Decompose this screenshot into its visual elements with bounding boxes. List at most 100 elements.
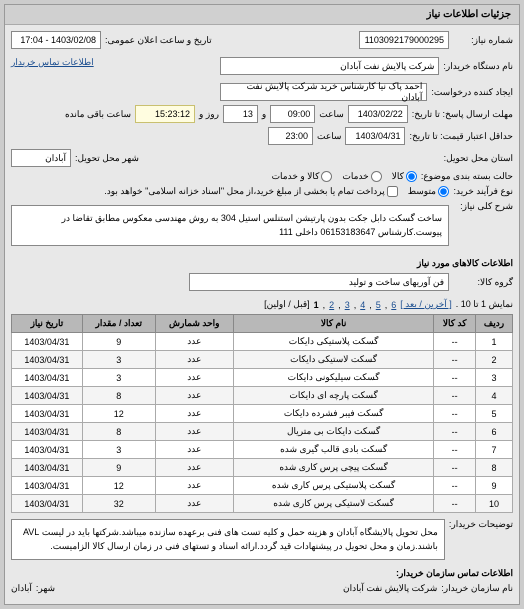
main-panel: جزئیات اطلاعات نیاز شماره نیاز: 11030921… [4, 4, 520, 605]
table-cell: عدد [155, 351, 233, 369]
table-cell: -- [434, 459, 476, 477]
city-value: آبادان [11, 583, 32, 594]
table-cell: 9 [82, 459, 155, 477]
table-cell: 8 [476, 459, 513, 477]
contact-link[interactable]: اطلاعات تماس خریدار [11, 57, 94, 68]
deadline-label: مهلت ارسال پاسخ: تا تاریخ: [412, 109, 513, 120]
desc-label: شرح کلی نیاز: [453, 201, 513, 212]
table-cell: -- [434, 477, 476, 495]
requester-field: احمد پاک نیا کارشناس خرید شرکت پالایش نف… [220, 83, 428, 101]
table-cell: 1403/04/31 [12, 333, 83, 351]
city-label: شهر: [36, 583, 55, 594]
th-unit: واحد شمارش [155, 315, 233, 333]
table-cell: 3 [82, 351, 155, 369]
footer-note: محل تحویل پالایشگاه آبادان و هزینه حمل و… [11, 519, 445, 560]
pager-p5[interactable]: 5 [376, 300, 381, 310]
validity-time: 23:00 [268, 127, 313, 145]
table-row[interactable]: 7--گسکت بادی قالب گیری شدهعدد31403/04/31 [12, 441, 513, 459]
table-cell: -- [434, 423, 476, 441]
requester-label: ایجاد کننده درخواست: [431, 87, 513, 98]
table-cell: 1403/04/31 [12, 423, 83, 441]
table-cell: عدد [155, 459, 233, 477]
table-header-row: ردیف کد کالا نام کالا واحد شمارش تعداد /… [12, 315, 513, 333]
table-cell: -- [434, 333, 476, 351]
table-cell: 12 [82, 477, 155, 495]
table-cell: -- [434, 387, 476, 405]
table-cell: 12 [82, 405, 155, 423]
days-label: روز و [199, 109, 219, 120]
table-cell: -- [434, 495, 476, 513]
th-name: نام کالا [233, 315, 433, 333]
pkg-kala-radio[interactable] [406, 171, 417, 182]
table-cell: عدد [155, 369, 233, 387]
table-cell: گسکت پلاستیکی دایکات [233, 333, 433, 351]
pub-date-label: تاریخ و ساعت اعلان عمومی: [105, 35, 212, 46]
table-cell: 1403/04/31 [12, 369, 83, 387]
table-cell: 1403/04/31 [12, 351, 83, 369]
time-label-1: ساعت [319, 109, 344, 120]
pkg-khadamat-option[interactable]: خدمات [342, 171, 381, 182]
table-row[interactable]: 4--گسکت پارچه ای دایکاتعدد81403/04/31 [12, 387, 513, 405]
panel-title: جزئیات اطلاعات نیاز [5, 5, 519, 25]
desc-box: ساخت گسکت دابل جکت بدون پارتیشن استنلس ا… [11, 205, 449, 246]
pager-last[interactable]: [ آخرین / بعد ] [400, 299, 451, 310]
table-cell: 1403/04/31 [12, 441, 83, 459]
table-cell: 3 [82, 369, 155, 387]
table-row[interactable]: 10--گسکت لاستیکی پرس کاری شدهعدد321403/0… [12, 495, 513, 513]
table-cell: 5 [476, 405, 513, 423]
table-cell: عدد [155, 441, 233, 459]
table-cell: 1403/04/31 [12, 387, 83, 405]
goods-section-title: اطلاعات کالاهای مورد نیاز [11, 254, 513, 273]
process-mid-radio[interactable] [438, 186, 449, 197]
table-cell: عدد [155, 423, 233, 441]
table-cell: 9 [476, 477, 513, 495]
table-row[interactable]: 5--گسکت فیبر فشرده دایکاتعدد121403/04/31 [12, 405, 513, 423]
days-field: 13 [223, 105, 258, 123]
pager-p6[interactable]: 6 [391, 300, 396, 310]
group-label: گروه کالا: [453, 277, 513, 288]
pub-date-field: 1403/02/08 - 17:04 [11, 31, 101, 49]
table-cell: گسکت سیلیکونی دایکات [233, 369, 433, 387]
table-cell: 4 [476, 387, 513, 405]
table-cell: 8 [82, 387, 155, 405]
th-qty: تعداد / مقدار [82, 315, 155, 333]
table-cell: 7 [476, 441, 513, 459]
table-cell: 6 [476, 423, 513, 441]
process-mid-option[interactable]: متوسط [408, 186, 449, 197]
table-cell: -- [434, 369, 476, 387]
table-row[interactable]: 3--گسکت سیلیکونی دایکاتعدد31403/04/31 [12, 369, 513, 387]
table-cell: عدد [155, 333, 233, 351]
timer-suffix: ساعت باقی مانده [65, 109, 131, 120]
niaz-no-label: شماره نیاز: [453, 35, 513, 46]
delivery-city: آبادان [11, 149, 71, 167]
process-group: متوسط پرداخت تمام یا بخشی از مبلغ خرید،ا… [104, 186, 449, 197]
pager: نمایش 1 تا 10 . [ آخرین / بعد ] 6, 5, 4,… [11, 295, 513, 314]
pkg-both-radio[interactable] [321, 171, 332, 182]
pkg-both-option[interactable]: کالا و خدمات [272, 171, 333, 182]
validity-date: 1403/04/31 [345, 127, 405, 145]
pager-p2[interactable]: 2 [329, 300, 334, 310]
table-row[interactable]: 9--گسکت پلاستیکی پرس کاری شدهعدد121403/0… [12, 477, 513, 495]
table-cell: 32 [82, 495, 155, 513]
table-cell: گسکت فیبر فشرده دایکات [233, 405, 433, 423]
table-cell: گسکت پیچی پرس کاری شده [233, 459, 433, 477]
pager-p3[interactable]: 3 [345, 300, 350, 310]
process-label: نوع فرآیند خرید: [453, 186, 513, 197]
table-cell: 3 [82, 441, 155, 459]
table-cell: گسکت پارچه ای دایکات [233, 387, 433, 405]
table-row[interactable]: 1--گسکت پلاستیکی دایکاتعدد91403/04/31 [12, 333, 513, 351]
delivery-place-label: استان محل تحویل: [444, 153, 513, 164]
org-name-label: نام سازمان خریدار: [441, 583, 513, 594]
group-field: فن آوریهای ساخت و تولید [189, 273, 449, 291]
table-cell: گسکت پلاستیکی پرس کاری شده [233, 477, 433, 495]
pkg-khadamat-radio[interactable] [371, 171, 382, 182]
pager-p4[interactable]: 4 [360, 300, 365, 310]
contact-section: اطلاعات تماس سازمان خریدار: [11, 564, 513, 583]
table-row[interactable]: 8--گسکت پیچی پرس کاری شدهعدد91403/04/31 [12, 459, 513, 477]
pkg-kala-option[interactable]: کالا [392, 171, 417, 182]
process-full-check[interactable] [387, 186, 398, 197]
table-row[interactable]: 2--گسکت لاستیکی دایکاتعدد31403/04/31 [12, 351, 513, 369]
table-row[interactable]: 6--گسکت دایکات بی متریالعدد81403/04/31 [12, 423, 513, 441]
process-full-option[interactable]: پرداخت تمام یا بخشی از مبلغ خرید،از محل … [104, 186, 397, 197]
table-cell: -- [434, 351, 476, 369]
